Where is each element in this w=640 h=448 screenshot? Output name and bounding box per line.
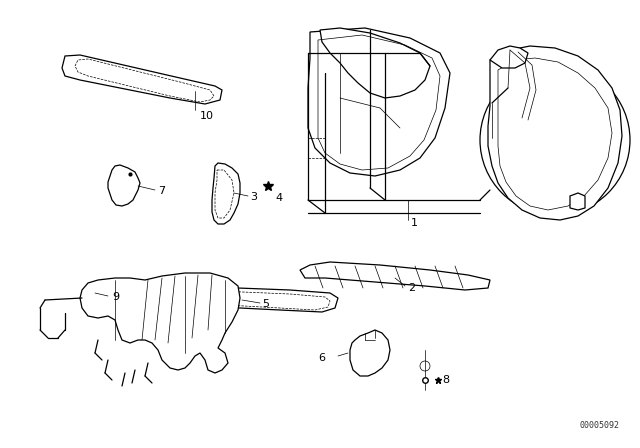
Polygon shape: [80, 273, 240, 373]
Polygon shape: [212, 163, 240, 224]
Text: 9: 9: [112, 292, 119, 302]
Text: 00005092: 00005092: [580, 421, 620, 430]
Text: 8: 8: [442, 375, 449, 385]
Polygon shape: [300, 262, 490, 290]
Text: 4: 4: [275, 193, 282, 203]
Polygon shape: [62, 55, 222, 104]
Polygon shape: [308, 28, 450, 176]
Text: 7: 7: [158, 186, 165, 196]
Polygon shape: [162, 286, 338, 312]
Polygon shape: [108, 165, 140, 206]
Polygon shape: [570, 193, 585, 210]
Text: 5: 5: [262, 299, 269, 309]
Text: 10: 10: [200, 111, 214, 121]
Text: 6: 6: [318, 353, 325, 363]
Text: 2: 2: [408, 283, 415, 293]
Polygon shape: [320, 28, 430, 98]
Text: 3: 3: [250, 192, 257, 202]
Text: 1: 1: [411, 218, 418, 228]
Polygon shape: [490, 46, 528, 68]
Polygon shape: [350, 330, 390, 376]
Polygon shape: [488, 46, 622, 220]
